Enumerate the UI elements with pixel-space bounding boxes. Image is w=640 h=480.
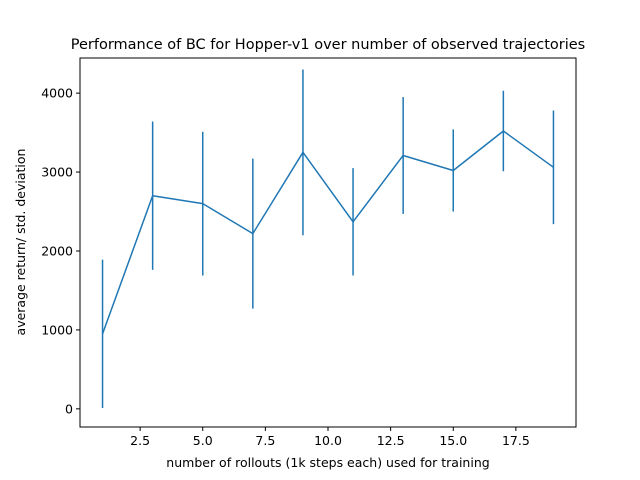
y-tick-label: 3000	[41, 165, 73, 180]
x-tick-label: 7.5	[255, 433, 275, 448]
y-axis-label: average return/ std. deviation	[13, 149, 28, 336]
y-tick-label: 2000	[41, 243, 73, 258]
plot-frame	[79, 57, 577, 428]
y-tick-label: 4000	[41, 86, 73, 101]
y-tick-label: 0	[65, 401, 73, 416]
series-layer	[101, 69, 555, 409]
x-tick-label: 15.0	[439, 433, 467, 448]
series-line	[101, 130, 554, 335]
chart-title: Performance of BC for Hopper-v1 over num…	[71, 37, 585, 53]
x-axis-label: number of rollouts (1k steps each) used …	[166, 455, 489, 470]
x-tick-label: 17.5	[502, 433, 530, 448]
x-tick-label: 2.5	[130, 433, 150, 448]
axis-layer: 2.5 5.0 7.5 10.0 12.5 15.0 17.5 0 1000 2000 3000 40…	[41, 86, 530, 448]
y-tick-label: 1000	[41, 322, 73, 337]
x-tick-label: 12.5	[377, 433, 405, 448]
x-tick-label: 10.0	[314, 433, 342, 448]
x-tick-label: 5.0	[193, 433, 213, 448]
